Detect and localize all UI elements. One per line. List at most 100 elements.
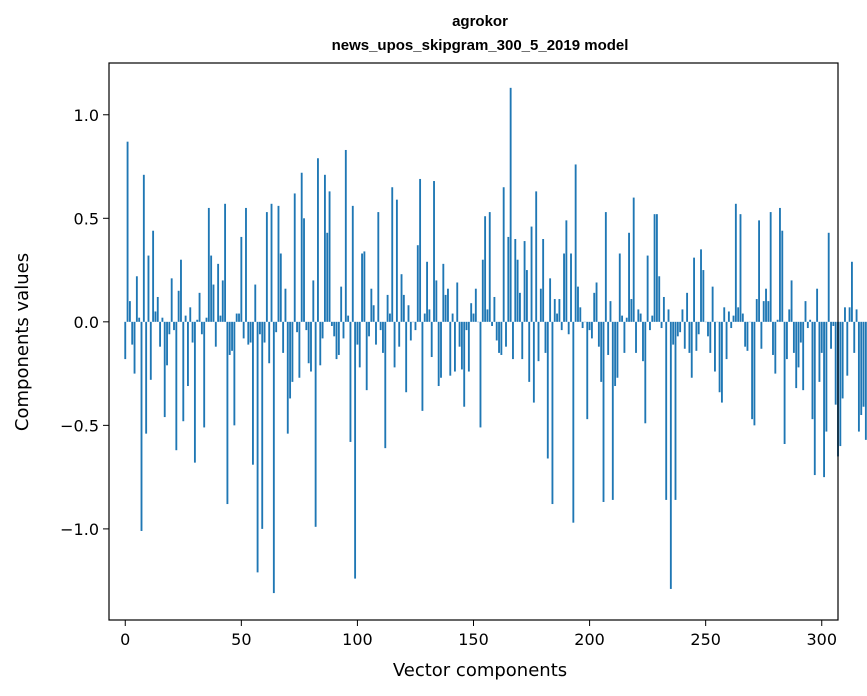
bar-116 [393,321,396,368]
bar-3 [131,321,134,345]
bar-2 [128,301,131,322]
bar-20 [170,278,173,322]
bar-79 [307,321,310,364]
bar-25 [182,321,185,422]
bar-102 [361,253,363,322]
bar-126 [416,245,419,322]
bar-258 [723,307,726,322]
bar-47 [233,321,236,426]
bar-159 [493,296,496,322]
bar-134 [435,280,438,322]
bar-46 [231,321,233,351]
bar-268 [746,321,749,351]
bar-158 [491,321,493,326]
x-axis-label: Vector components [393,660,567,681]
bar-208 [607,321,610,355]
bar-277 [767,301,770,322]
bar-166 [509,87,512,322]
x-tick-label: 200 [574,630,605,649]
bar-19 [168,321,171,335]
bar-89 [330,321,333,326]
bar-256 [718,321,721,393]
bar-227 [651,315,654,322]
bar-215 [623,321,626,353]
bar-248 [700,249,702,322]
bar-88 [328,191,331,322]
bar-191 [567,321,570,335]
bar-315 [855,309,858,322]
bar-62 [268,321,271,364]
bar-180 [542,239,545,322]
bar-11 [149,321,152,380]
bar-213 [618,253,621,322]
bar-291 [799,321,802,343]
bar-120 [402,294,405,322]
bar-175 [530,226,533,322]
bar-230 [658,276,661,322]
bar-177 [535,191,538,322]
bar-296 [811,321,814,420]
bar-128 [421,321,424,411]
y-tick-label: −0.5 [60,416,99,435]
bar-52 [245,207,247,322]
bar-111 [382,321,384,353]
bar-15 [159,321,162,347]
bar-51 [242,321,245,339]
bar-30 [193,321,196,463]
bar-299 [818,321,821,382]
bar-33 [200,321,203,335]
bar-297 [813,321,816,476]
bar-90 [333,321,336,337]
bar-10 [147,255,150,322]
bar-163 [502,187,505,322]
bar-249 [702,270,705,322]
bar-155 [484,216,487,322]
bar-156 [486,309,489,322]
bar-186 [556,313,559,322]
bar-162 [500,321,503,355]
bar-197 [581,321,584,329]
bar-194 [574,164,577,322]
bar-304 [830,321,832,349]
bar-61 [265,212,268,322]
bar-243 [688,321,691,353]
bar-37 [210,255,213,322]
bar-29 [191,321,194,343]
bar-115 [391,187,394,322]
bar-110 [379,321,382,331]
bar-306 [834,321,837,405]
x-tick-label: 0 [120,630,130,649]
bar-313 [851,261,853,322]
bar-64 [272,321,275,594]
bar-132 [430,321,433,358]
bar-107 [372,305,375,322]
bar-292 [802,321,805,391]
bar-284 [783,321,786,444]
bar-28 [189,307,192,322]
bar-314 [853,321,856,353]
bar-160 [495,321,498,341]
bar-13 [154,311,157,322]
bar-151 [474,288,477,322]
bar-66 [277,205,280,322]
bar-31 [196,319,199,322]
bar-161 [498,321,500,353]
bar-145 [460,321,463,370]
bar-318 [862,321,865,407]
bar-281 [776,319,779,322]
bar-234 [667,309,670,322]
bar-8 [142,174,145,322]
bar-95 [344,149,347,322]
bar-71 [289,321,292,399]
bar-271 [753,321,756,426]
bar-77 [303,218,305,322]
bar-264 [737,307,740,322]
bar-118 [398,321,401,347]
bar-22 [175,321,178,451]
bar-174 [528,321,531,382]
bar-87 [326,232,329,322]
bar-225 [646,255,649,322]
bar-44 [226,321,229,505]
bar-141 [451,313,454,322]
